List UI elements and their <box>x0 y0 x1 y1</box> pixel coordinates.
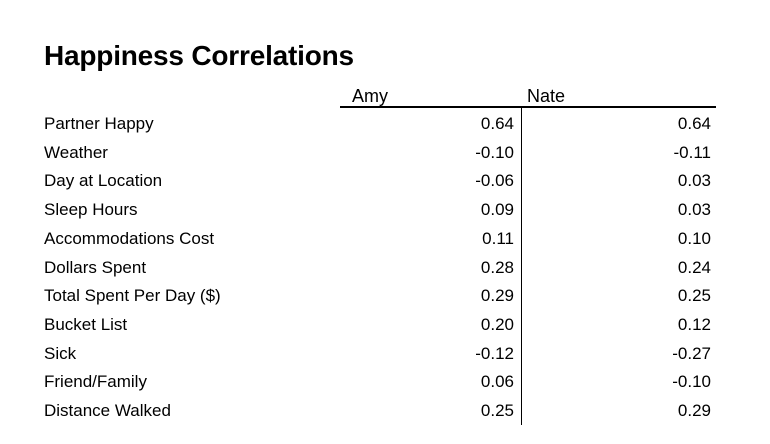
table-row: Sick -0.12 -0.27 <box>0 341 770 369</box>
table-row: Total Spent Per Day ($) 0.29 0.25 <box>0 283 770 311</box>
row-label: Distance Walked <box>44 401 171 420</box>
row-label: Accommodations Cost <box>44 228 215 248</box>
nate-value: 0.64 <box>677 114 711 133</box>
amy-value: 0.11 <box>482 228 514 248</box>
table-row: Sleep Hours 0.09 0.03 <box>0 197 770 225</box>
row-label: Friend/Family <box>44 372 147 392</box>
nate-value: -0.10 <box>672 372 711 392</box>
amy-value: 0.06 <box>480 372 514 392</box>
row-label: Dollars Spent <box>44 257 147 277</box>
table-row: Day at Location -0.06 0.03 <box>0 168 770 196</box>
row-label: Bucket List <box>44 314 128 334</box>
row-label: Sleep Hours <box>44 200 138 220</box>
amy-value: 0.25 <box>480 401 514 420</box>
table-row: Partner Happy 0.64 0.64 <box>0 111 770 139</box>
table-row: Bucket List 0.20 0.12 <box>0 312 770 340</box>
amy-value: -0.06 <box>475 171 514 191</box>
column-divider <box>521 107 522 425</box>
table-row: Dollars Spent 0.28 0.24 <box>0 255 770 283</box>
amy-value: 0.28 <box>480 257 514 277</box>
amy-value: 0.09 <box>480 200 514 220</box>
row-label: Day at Location <box>44 171 163 191</box>
table-row: Friend/Family 0.06 -0.10 <box>0 369 770 397</box>
nate-value: 0.25 <box>677 286 711 306</box>
nate-value: 0.24 <box>677 257 711 277</box>
amy-value: 0.64 <box>480 114 514 133</box>
amy-value: 0.29 <box>480 286 514 306</box>
column-header-nate: Nate <box>527 86 566 106</box>
nate-value: -0.11 <box>673 142 712 162</box>
nate-value: -0.27 <box>672 343 711 363</box>
column-header-amy: Amy <box>352 86 388 106</box>
nate-value: 0.03 <box>677 171 711 191</box>
row-label: Sick <box>44 343 77 363</box>
table-row: Weather -0.10 -0.11 <box>0 140 770 168</box>
nate-value: 0.12 <box>677 314 711 334</box>
table-title: Happiness Correlations <box>44 40 354 71</box>
nate-value: 0.10 <box>677 228 711 248</box>
nate-value: 0.03 <box>677 200 711 220</box>
amy-value: -0.10 <box>475 142 514 162</box>
amy-value: -0.12 <box>475 343 514 363</box>
row-label: Weather <box>44 142 108 162</box>
table-row: Accommodations Cost 0.11 0.10 <box>0 226 770 254</box>
header-rule <box>340 106 716 108</box>
nate-value: 0.29 <box>677 401 711 420</box>
row-label: Total Spent Per Day ($) <box>44 286 221 306</box>
table-row: Distance Walked 0.25 0.29 <box>0 398 770 426</box>
row-label: Partner Happy <box>44 114 154 133</box>
amy-value: 0.20 <box>480 314 514 334</box>
